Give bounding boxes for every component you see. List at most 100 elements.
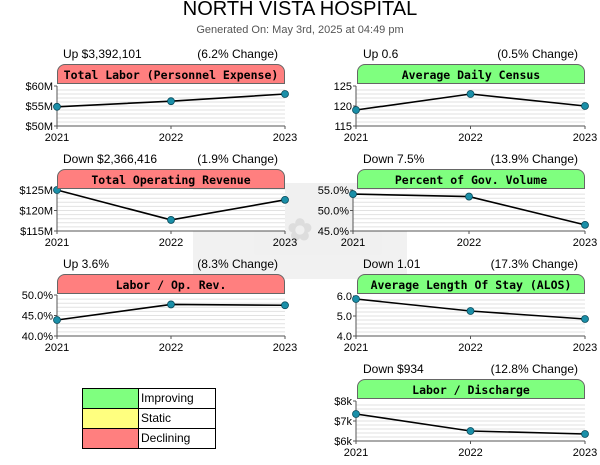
y-tick-label: 50.0% bbox=[22, 290, 53, 302]
legend: Improving Static Declining bbox=[82, 388, 216, 449]
data-point-2022 bbox=[466, 90, 475, 98]
data-point-2023 bbox=[281, 90, 289, 98]
total-labor-personnel-expense-change-percent: (6.2% Change) bbox=[197, 47, 278, 61]
y-tick-label: $50M bbox=[25, 121, 53, 133]
x-tick-label: 2022 bbox=[159, 132, 183, 144]
total-operating-revenue-change-percent: (1.9% Change) bbox=[197, 152, 278, 166]
data-point-2022 bbox=[167, 216, 175, 224]
labor-op-rev-header: Labor / Op. Rev. bbox=[57, 274, 285, 294]
x-tick-label: 2023 bbox=[273, 237, 297, 249]
y-tick-label: $60M bbox=[25, 81, 53, 93]
x-tick-label: 2021 bbox=[45, 342, 69, 354]
y-tick-label: 4.0 bbox=[337, 331, 352, 343]
total-labor-personnel-expense-change-amount: Up $3,392,101 bbox=[63, 47, 142, 61]
total-operating-revenue-change-amount: Down $2,366,416 bbox=[63, 152, 158, 166]
labor-op-rev-change-percent: (8.3% Change) bbox=[197, 257, 278, 271]
x-tick-label: 2021 bbox=[344, 342, 368, 354]
average-length-of-stay-alos-change-percent: (17.3% Change) bbox=[490, 257, 578, 271]
data-point-2022 bbox=[167, 97, 175, 106]
data-point-2023 bbox=[581, 430, 589, 438]
x-tick-label: 2023 bbox=[573, 237, 597, 249]
x-tick-label: 2023 bbox=[573, 447, 597, 459]
legend-swatch bbox=[83, 409, 139, 428]
y-tick-label: $120M bbox=[19, 206, 53, 218]
average-length-of-stay-alos-header: Average Length Of Stay (ALOS) bbox=[357, 274, 585, 294]
labor-discharge-change-percent: (12.8% Change) bbox=[490, 362, 578, 376]
average-length-of-stay-alos-chart: 4.0 5.0 6.0 2021 2022 2023 bbox=[337, 291, 598, 354]
x-tick-label: 2021 bbox=[45, 237, 69, 249]
legend-swatch bbox=[83, 389, 139, 408]
data-point-2022 bbox=[466, 307, 475, 315]
y-tick-label: $6k bbox=[334, 436, 352, 448]
percent-of-gov-volume-chart: 45.0% 50.0% 55.0% 2021 2022 2023 bbox=[318, 185, 597, 249]
y-tick-label: $125M bbox=[19, 185, 53, 197]
y-tick-label: $115M bbox=[20, 226, 53, 238]
y-tick-label: 125 bbox=[334, 81, 352, 93]
legend-label: Improving bbox=[141, 391, 194, 405]
x-tick-label: 2021 bbox=[341, 237, 365, 249]
data-point-2023 bbox=[281, 301, 289, 310]
legend-swatch bbox=[83, 429, 139, 448]
x-tick-label: 2022 bbox=[458, 132, 482, 144]
y-tick-label: 55.0% bbox=[318, 185, 349, 197]
data-point-2022 bbox=[466, 427, 475, 435]
total-labor-personnel-expense-chart: $50M $55M $60M 2021 2022 2023 bbox=[25, 81, 297, 144]
data-point-2023 bbox=[281, 195, 289, 204]
data-point-2021 bbox=[53, 102, 61, 111]
labor-discharge-chart: $6k $7k $8k 2021 2022 2023 bbox=[334, 396, 597, 459]
percent-of-gov-volume-header: Percent of Gov. Volume bbox=[357, 169, 585, 189]
labor-op-rev-change-amount: Up 3.6% bbox=[63, 257, 110, 271]
data-point-2022 bbox=[167, 300, 175, 309]
x-tick-label: 2022 bbox=[159, 342, 183, 354]
x-tick-label: 2023 bbox=[273, 132, 297, 144]
percent-of-gov-volume-change-percent: (13.9% Change) bbox=[490, 152, 578, 166]
y-tick-label: 45.0% bbox=[318, 226, 349, 238]
y-tick-label: 45.0% bbox=[22, 311, 53, 323]
total-labor-personnel-expense-header: Total Labor (Personnel Expense) bbox=[57, 64, 285, 84]
x-tick-label: 2023 bbox=[573, 342, 597, 354]
legend-item-static: Static bbox=[83, 408, 215, 428]
x-tick-label: 2023 bbox=[573, 132, 597, 144]
y-tick-label: $55M bbox=[25, 101, 53, 113]
average-length-of-stay-alos-change-amount: Down 1.01 bbox=[363, 257, 421, 271]
data-point-2021 bbox=[53, 316, 61, 324]
data-point-2021 bbox=[352, 106, 360, 114]
y-tick-label: $8k bbox=[334, 396, 352, 408]
y-tick-label: 50.0% bbox=[318, 206, 349, 218]
total-operating-revenue-chart: $115M $120M $125M 2021 2022 2023 bbox=[19, 185, 297, 249]
data-point-2022 bbox=[465, 192, 473, 201]
data-point-2021 bbox=[352, 410, 360, 418]
page-title: NORTH VISTA HOSPITAL bbox=[182, 0, 418, 20]
average-daily-census-header: Average Daily Census bbox=[357, 64, 585, 84]
data-point-2021 bbox=[352, 295, 360, 303]
total-operating-revenue-header: Total Operating Revenue bbox=[57, 169, 285, 189]
y-tick-label: 6.0 bbox=[337, 291, 352, 303]
labor-op-rev-chart: 40.0% 45.0% 50.0% 2021 2022 2023 bbox=[22, 290, 297, 354]
y-tick-label: 5.0 bbox=[337, 311, 352, 323]
data-point-2023 bbox=[581, 102, 589, 110]
data-point-2023 bbox=[581, 315, 589, 323]
x-tick-label: 2021 bbox=[45, 132, 69, 144]
legend-label: Declining bbox=[141, 431, 191, 445]
labor-discharge-change-amount: Down $934 bbox=[363, 362, 424, 376]
generated-timestamp: Generated On: May 3rd, 2025 at 04:49 pm bbox=[196, 24, 404, 36]
legend-item-improving: Improving bbox=[83, 389, 215, 408]
labor-discharge-header: Labor / Discharge bbox=[357, 379, 585, 399]
y-tick-label: $7k bbox=[334, 416, 352, 428]
percent-of-gov-volume-change-amount: Down 7.5% bbox=[363, 152, 425, 166]
data-point-2021 bbox=[349, 190, 357, 199]
x-tick-label: 2022 bbox=[457, 237, 481, 249]
average-daily-census-change-percent: (0.5% Change) bbox=[497, 47, 578, 61]
x-tick-label: 2021 bbox=[344, 447, 368, 459]
legend-label: Static bbox=[141, 411, 172, 425]
x-tick-label: 2022 bbox=[458, 447, 482, 459]
x-tick-label: 2021 bbox=[344, 132, 368, 144]
x-tick-label: 2023 bbox=[273, 342, 297, 354]
y-tick-label: 120 bbox=[334, 101, 352, 113]
average-daily-census-chart: 115 120 125 2021 2022 2023 bbox=[334, 81, 598, 144]
y-tick-label: 40.0% bbox=[22, 331, 53, 343]
legend-item-declining: Declining bbox=[83, 428, 215, 448]
average-daily-census-change-amount: Up 0.6 bbox=[363, 47, 399, 61]
data-point-2023 bbox=[581, 220, 589, 229]
y-tick-label: 115 bbox=[334, 121, 352, 133]
